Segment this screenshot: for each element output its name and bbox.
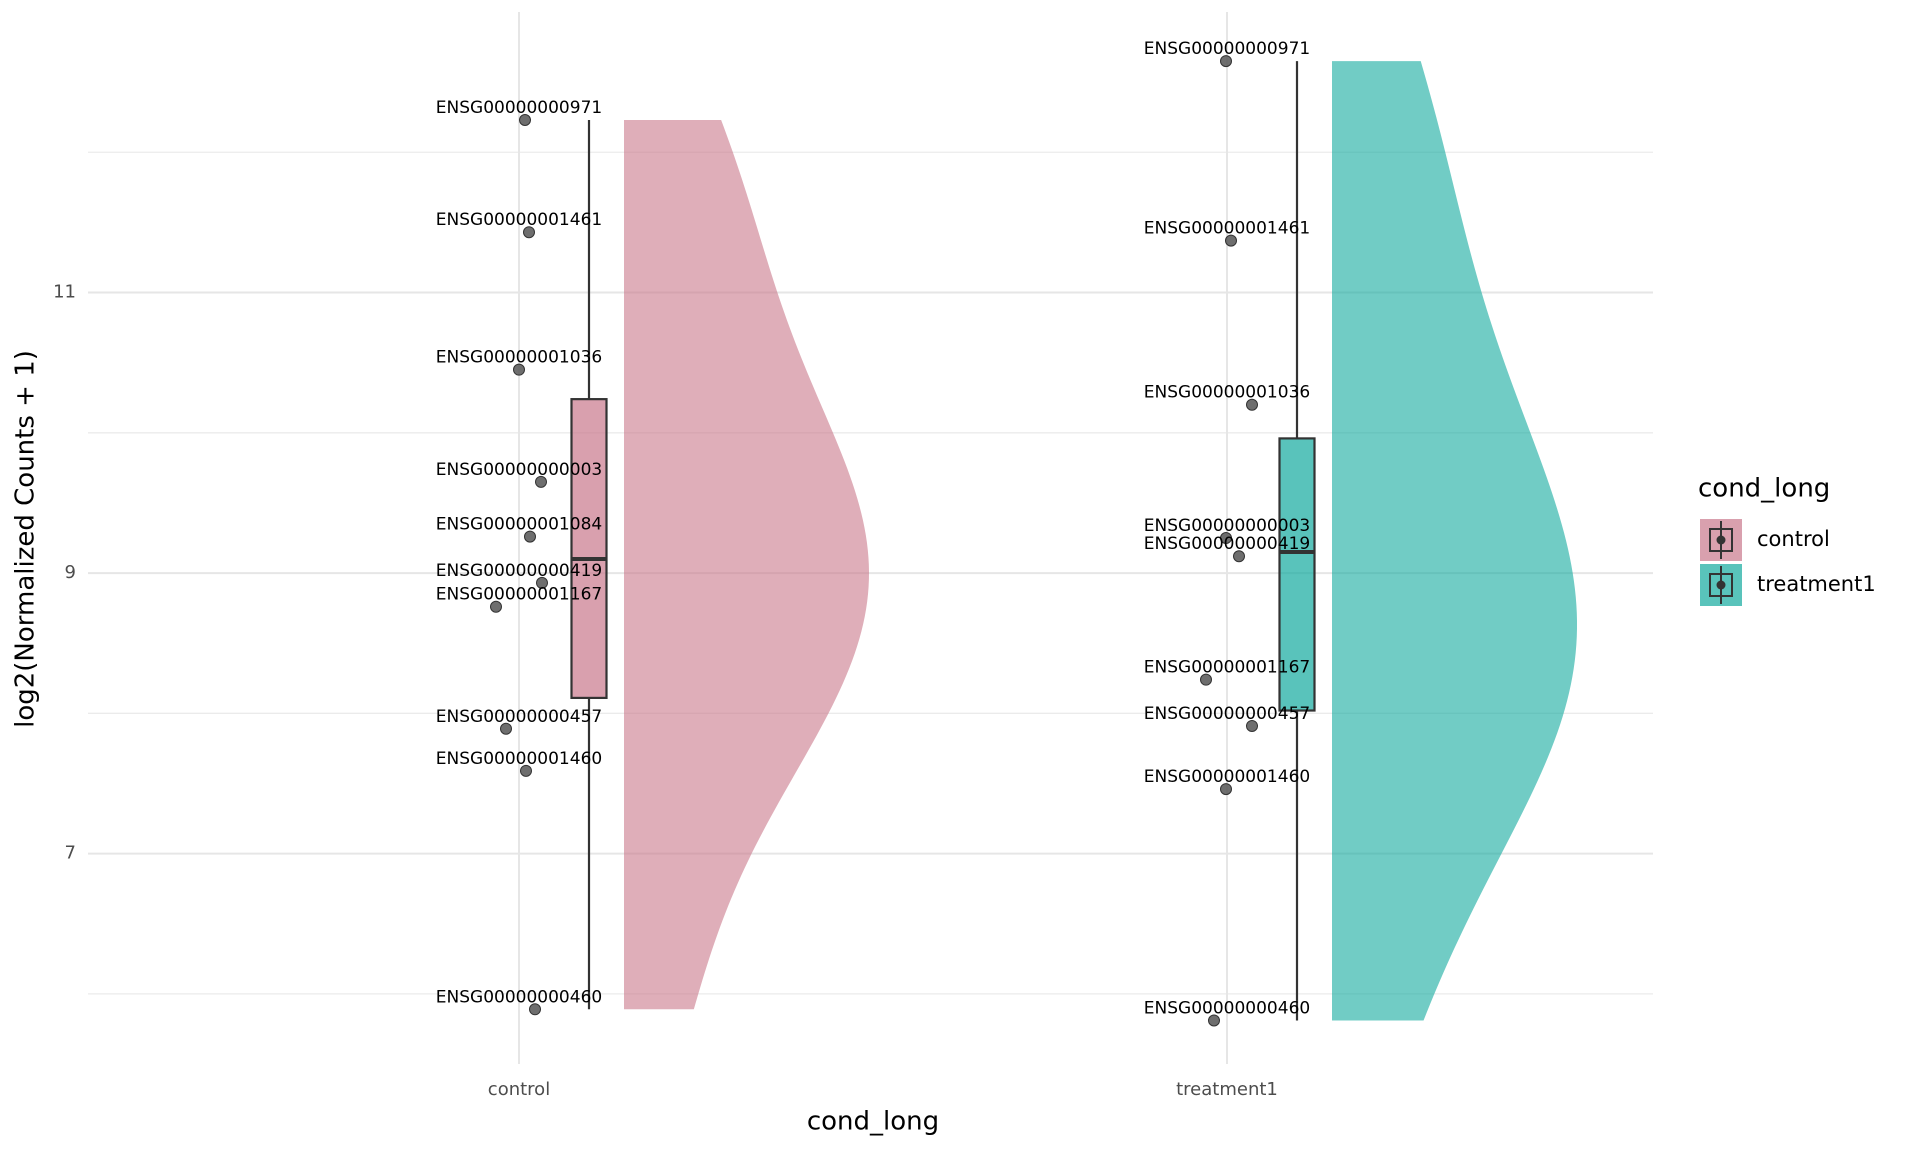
x-tick-label: treatment1 bbox=[1176, 1079, 1278, 1100]
y-tick-label: 11 bbox=[53, 282, 76, 303]
point-label: ENSG00000000460 bbox=[1144, 999, 1310, 1019]
data-point bbox=[1220, 783, 1232, 796]
data-point bbox=[529, 1003, 541, 1016]
data-point bbox=[513, 363, 525, 376]
data-point bbox=[535, 475, 547, 488]
point-label: ENSG00000001167 bbox=[436, 585, 602, 605]
point-label: ENSG00000000003 bbox=[436, 460, 602, 480]
x-tick-label: control bbox=[488, 1079, 550, 1100]
point-label: ENSG00000001167 bbox=[1144, 658, 1310, 678]
legend-key-point bbox=[1716, 580, 1726, 590]
point-label: ENSG00000000971 bbox=[436, 98, 602, 118]
data-point bbox=[519, 114, 531, 127]
point-label: ENSG00000001036 bbox=[436, 348, 602, 368]
violin bbox=[624, 120, 869, 1010]
legend-label: control bbox=[1757, 527, 1830, 551]
point-label: ENSG00000000003 bbox=[1144, 516, 1310, 536]
point-label: ENSG00000000971 bbox=[1144, 39, 1310, 59]
y-tick-label: 9 bbox=[65, 562, 76, 583]
data-point bbox=[1246, 719, 1258, 732]
data-point bbox=[536, 576, 548, 589]
data-point bbox=[1220, 55, 1232, 68]
data-point bbox=[523, 226, 535, 239]
legend-title: cond_long bbox=[1698, 474, 1830, 504]
violin bbox=[1332, 61, 1577, 1021]
point-label: ENSG00000000419 bbox=[1144, 534, 1310, 554]
point-label: ENSG00000000457 bbox=[436, 707, 602, 727]
point-label: ENSG00000001084 bbox=[436, 515, 602, 535]
data-point bbox=[1200, 673, 1212, 686]
legend-key-box bbox=[1709, 573, 1733, 597]
y-tick-label: 7 bbox=[65, 843, 76, 864]
point-label: ENSG00000001461 bbox=[1144, 219, 1310, 239]
legend-key-point bbox=[1716, 535, 1726, 545]
point-label: ENSG00000001460 bbox=[1144, 767, 1310, 787]
data-point bbox=[500, 722, 512, 735]
point-label: ENSG00000001036 bbox=[1144, 383, 1310, 403]
point-label: ENSG00000001461 bbox=[436, 210, 602, 230]
data-point bbox=[490, 600, 502, 613]
data-point bbox=[524, 530, 536, 543]
y-axis-title: log2(Normalized Counts + 1) bbox=[11, 350, 41, 728]
data-point bbox=[1208, 1014, 1220, 1027]
legend-label: treatment1 bbox=[1757, 572, 1876, 596]
x-axis-title: cond_long bbox=[807, 1107, 939, 1137]
point-label: ENSG00000001460 bbox=[436, 749, 602, 769]
point-label: ENSG00000000457 bbox=[1144, 704, 1310, 724]
data-point bbox=[1220, 532, 1232, 544]
legend-key-box bbox=[1709, 528, 1733, 552]
data-point bbox=[1246, 398, 1258, 411]
point-label: ENSG00000000419 bbox=[436, 561, 602, 581]
data-point bbox=[1225, 234, 1237, 247]
box bbox=[1278, 437, 1316, 712]
data-point bbox=[1233, 550, 1245, 563]
data-point bbox=[520, 764, 532, 777]
box bbox=[570, 398, 608, 700]
point-label: ENSG00000000460 bbox=[436, 987, 602, 1007]
